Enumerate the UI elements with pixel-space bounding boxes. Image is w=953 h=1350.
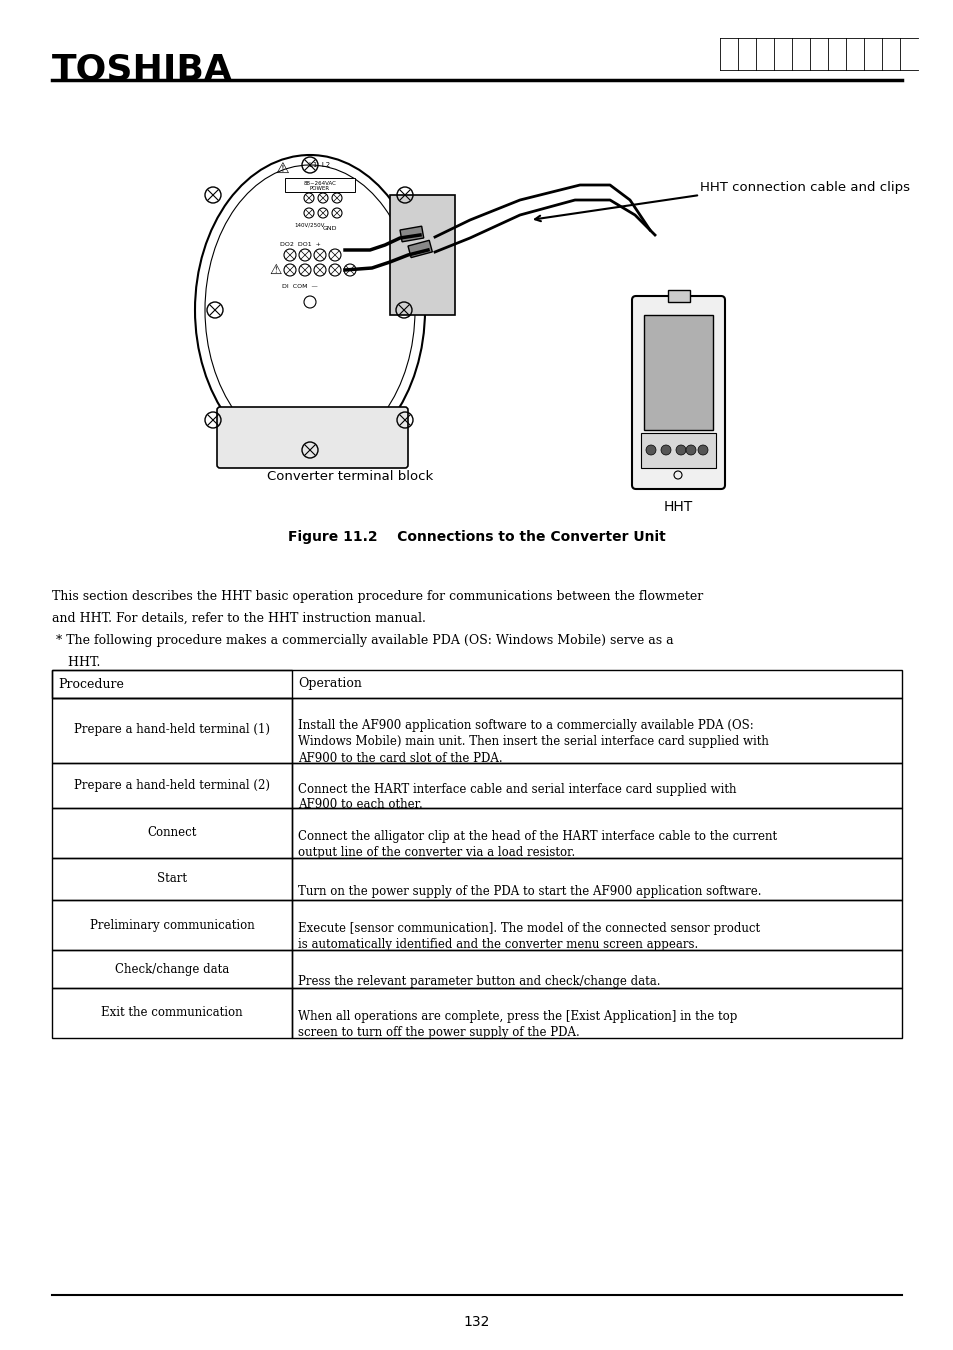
Circle shape — [660, 446, 670, 455]
Text: L1  L2: L1 L2 — [309, 162, 331, 167]
Bar — [52, 670, 901, 698]
Text: output line of the converter via a load resistor.: output line of the converter via a load … — [297, 846, 575, 860]
Text: Press the relevant parameter button and check/change data.: Press the relevant parameter button and … — [297, 975, 659, 988]
Text: Windows Mobile) main unit. Then insert the serial interface card supplied with: Windows Mobile) main unit. Then insert t… — [297, 736, 768, 748]
Text: Exit the communication: Exit the communication — [101, 1007, 243, 1019]
Bar — [292, 698, 901, 763]
Text: Procedure: Procedure — [58, 678, 124, 690]
Text: Check/change data: Check/change data — [114, 963, 229, 976]
FancyBboxPatch shape — [216, 406, 408, 468]
Text: is automatically identified and the converter menu screen appears.: is automatically identified and the conv… — [297, 938, 698, 952]
Text: TOSHIBA: TOSHIBA — [52, 53, 233, 86]
Text: HHT connection cable and clips: HHT connection cable and clips — [700, 181, 909, 194]
Text: Prepare a hand-held terminal (1): Prepare a hand-held terminal (1) — [74, 724, 270, 737]
Bar — [640, 433, 716, 468]
Text: ⚠: ⚠ — [270, 263, 282, 277]
Text: Install the AF900 application software to a commercially available PDA (OS:: Install the AF900 application software t… — [297, 720, 753, 732]
Text: GND: GND — [322, 225, 337, 231]
Bar — [285, 178, 355, 192]
Bar — [52, 950, 292, 988]
Bar — [667, 290, 689, 302]
Bar — [52, 900, 292, 950]
Text: * The following procedure makes a commercially available PDA (OS: Windows Mobile: * The following procedure makes a commer… — [52, 634, 673, 647]
Circle shape — [698, 446, 707, 455]
Text: screen to turn off the power supply of the PDA.: screen to turn off the power supply of t… — [297, 1026, 579, 1040]
Bar — [292, 900, 901, 950]
Text: DO2  DO1  +: DO2 DO1 + — [280, 242, 320, 247]
Bar — [292, 988, 901, 1038]
Text: This section describes the HHT basic operation procedure for communications betw: This section describes the HHT basic ope… — [52, 590, 702, 603]
Text: 132: 132 — [463, 1315, 490, 1328]
Bar — [52, 809, 292, 859]
FancyBboxPatch shape — [631, 296, 724, 489]
Bar — [52, 670, 292, 698]
Bar — [52, 698, 292, 763]
FancyBboxPatch shape — [390, 194, 455, 315]
Text: Turn on the power supply of the PDA to start the AF900 application software.: Turn on the power supply of the PDA to s… — [297, 886, 760, 898]
Text: HHT: HHT — [662, 500, 692, 514]
Text: When all operations are complete, press the [Exist Application] in the top: When all operations are complete, press … — [297, 1010, 737, 1023]
Text: Connect the HART interface cable and serial interface card supplied with: Connect the HART interface cable and ser… — [297, 783, 736, 795]
Text: ⚠: ⚠ — [274, 161, 289, 176]
Bar — [52, 988, 292, 1038]
Bar — [52, 859, 292, 900]
Bar — [643, 315, 712, 431]
Text: Operation: Operation — [297, 678, 361, 690]
Text: 140V/250V: 140V/250V — [294, 223, 324, 228]
Text: Figure 11.2    Connections to the Converter Unit: Figure 11.2 Connections to the Converter… — [288, 531, 665, 544]
Text: HHT.: HHT. — [52, 656, 100, 670]
Text: 88~264VAC
POWER: 88~264VAC POWER — [303, 181, 336, 192]
Text: Preliminary communication: Preliminary communication — [90, 918, 254, 932]
Text: Connect the alligator clip at the head of the HART interface cable to the curren: Connect the alligator clip at the head o… — [297, 830, 777, 842]
Bar — [52, 763, 292, 809]
Bar — [292, 763, 901, 809]
Text: Start: Start — [157, 872, 187, 886]
Text: Connect: Connect — [147, 826, 196, 840]
Circle shape — [645, 446, 656, 455]
Bar — [399, 227, 423, 242]
Text: DI  COM  —: DI COM — — [282, 285, 317, 289]
Text: Execute [sensor communication]. The model of the connected sensor product: Execute [sensor communication]. The mode… — [297, 922, 760, 934]
Text: and HHT. For details, refer to the HHT instruction manual.: and HHT. For details, refer to the HHT i… — [52, 612, 425, 625]
Bar — [292, 809, 901, 859]
Text: AF900 to each other.: AF900 to each other. — [297, 798, 422, 810]
Bar — [292, 950, 901, 988]
Text: Converter terminal block: Converter terminal block — [267, 470, 433, 483]
Circle shape — [676, 446, 685, 455]
Bar — [292, 859, 901, 900]
Circle shape — [685, 446, 696, 455]
Bar — [408, 240, 432, 258]
Text: Prepare a hand-held terminal (2): Prepare a hand-held terminal (2) — [74, 779, 270, 791]
Text: AF900 to the card slot of the PDA.: AF900 to the card slot of the PDA. — [297, 752, 502, 764]
